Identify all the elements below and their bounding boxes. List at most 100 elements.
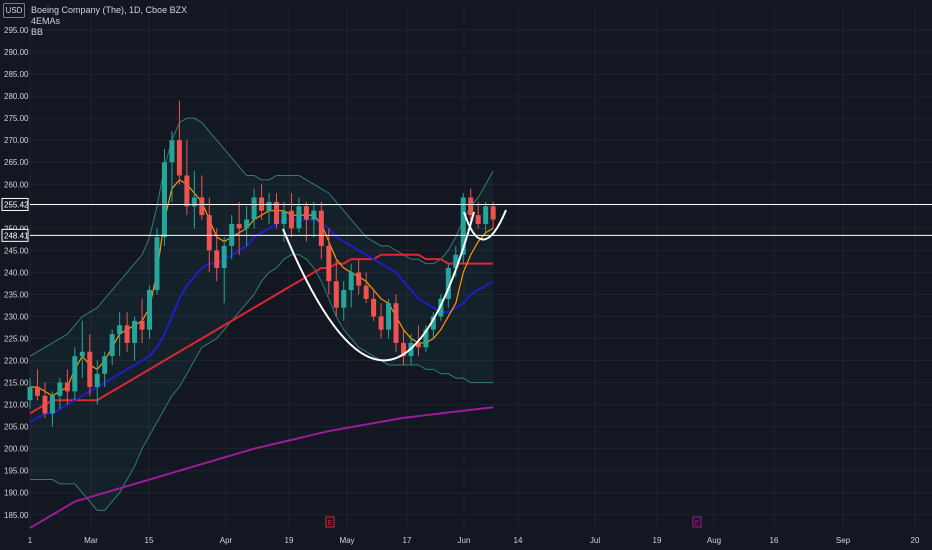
candle-body — [64, 382, 70, 392]
x-axis-tick-label: 19 — [285, 536, 294, 545]
indicator-label-emas[interactable]: 4EMAs — [31, 16, 61, 26]
x-axis-tick-label: 16 — [770, 536, 779, 545]
y-axis-tick-label: 195.00 — [4, 467, 29, 476]
y-axis-tick-label: 225.00 — [4, 335, 29, 344]
handle-pattern-curve — [463, 209, 507, 241]
candle-body — [356, 272, 362, 286]
y-axis-tick-label: 250.00 — [4, 224, 29, 233]
x-axis-tick-label: Jul — [590, 536, 600, 545]
candle-body — [341, 290, 347, 308]
y-axis-tick-label: 200.00 — [4, 445, 29, 454]
candle-body — [161, 162, 167, 238]
y-axis-tick-label: 275.00 — [4, 114, 29, 123]
y-axis-tick-label: 235.00 — [4, 290, 29, 299]
candle-body — [483, 206, 489, 224]
candle-body — [311, 210, 317, 220]
candle-body — [288, 210, 294, 229]
x-axis-tick-label: Jun — [458, 536, 471, 545]
event-marker-box — [692, 516, 702, 528]
price-label: 248.41 — [4, 231, 29, 240]
x-axis-tick-label: Mar — [84, 536, 98, 545]
candle-body — [191, 197, 197, 207]
y-axis-tick-label: 215.00 — [4, 379, 29, 388]
candle-body — [214, 250, 220, 268]
cup-pattern-curve — [282, 211, 475, 362]
candle-body — [415, 342, 421, 348]
y-axis-tick-label: 185.00 — [4, 511, 29, 520]
y-axis-tick-label: 285.00 — [4, 70, 29, 79]
y-axis-tick-label: 260.00 — [4, 180, 29, 189]
chart-legend: Boeing Company (The), 1D, Cboe BZX 4EMAs… — [31, 5, 187, 38]
y-axis-tick-label: 265.00 — [4, 158, 29, 167]
x-axis-tick-label: May — [339, 536, 354, 545]
price-label: 255.42 — [4, 200, 29, 209]
ema-long-line — [29, 406, 494, 529]
candle-body — [266, 201, 272, 211]
candle-body — [169, 140, 175, 163]
x-axis-tick-label: 19 — [653, 536, 662, 545]
candle-body — [363, 285, 369, 299]
candle-body — [274, 201, 280, 224]
candle-body — [430, 316, 436, 330]
candle-body — [27, 386, 33, 401]
y-axis-tick-label: 220.00 — [4, 357, 29, 366]
ema-slow-line — [29, 253, 494, 415]
candle-body — [87, 351, 93, 387]
event-marker-box — [325, 516, 335, 528]
x-axis-tick-label: 1 — [28, 536, 33, 545]
bb-band-fill — [30, 118, 494, 511]
candle-body — [378, 316, 384, 330]
x-axis-tick-label: 17 — [403, 536, 412, 545]
y-axis-tick-label: 245.00 — [4, 246, 29, 255]
symbol-title[interactable]: Boeing Company (The), 1D, Cboe BZX — [31, 5, 188, 15]
candle-body — [453, 254, 459, 268]
candle-body — [221, 245, 227, 268]
event-marker-label: E — [328, 520, 333, 527]
candle-body — [34, 386, 40, 396]
candle-body — [281, 210, 287, 224]
candle-body — [206, 215, 212, 251]
candle-body — [72, 356, 78, 392]
candle-body — [393, 303, 399, 343]
y-axis-tick-label: 190.00 — [4, 489, 29, 498]
candle-body — [147, 290, 153, 330]
candle-body — [199, 197, 205, 216]
y-axis-tick-label: 290.00 — [4, 48, 29, 57]
ema-mid-line — [29, 218, 494, 424]
candle-body — [326, 245, 332, 282]
bb-upper-line — [29, 117, 494, 357]
currency-badge[interactable]: USD — [3, 3, 25, 18]
candle-body — [296, 206, 302, 229]
candle-body — [49, 395, 55, 414]
candle-body — [318, 210, 324, 246]
event-marker-label: E — [695, 520, 700, 527]
candle-body — [386, 303, 392, 330]
y-axis-tick-label: 295.00 — [4, 26, 29, 35]
candle-body — [475, 215, 481, 224]
candle-body — [333, 281, 339, 308]
x-axis-tick-label: Apr — [220, 536, 233, 545]
x-axis-tick-label: Sep — [836, 536, 851, 545]
indicator-label-bb[interactable]: BB — [31, 27, 44, 37]
candle-body — [139, 320, 145, 330]
candle-body — [109, 334, 115, 357]
candle-body — [236, 223, 242, 229]
candle-body — [348, 272, 354, 291]
y-axis-tick-label: 210.00 — [4, 401, 29, 410]
candle-body — [244, 219, 250, 229]
candle-body — [124, 325, 130, 343]
candle-body — [460, 197, 466, 255]
candle-body — [445, 268, 451, 299]
y-axis-tick-label: 280.00 — [4, 92, 29, 101]
candle-body — [371, 298, 377, 317]
bb-lower-line — [30, 254, 494, 511]
y-axis-tick-label: 205.00 — [4, 423, 29, 432]
candle-body — [117, 325, 123, 335]
candle-body — [401, 342, 406, 357]
candle-body — [42, 395, 48, 414]
candle-body — [438, 298, 444, 317]
candle-body — [184, 175, 190, 207]
x-axis-tick-label: Aug — [707, 536, 721, 545]
